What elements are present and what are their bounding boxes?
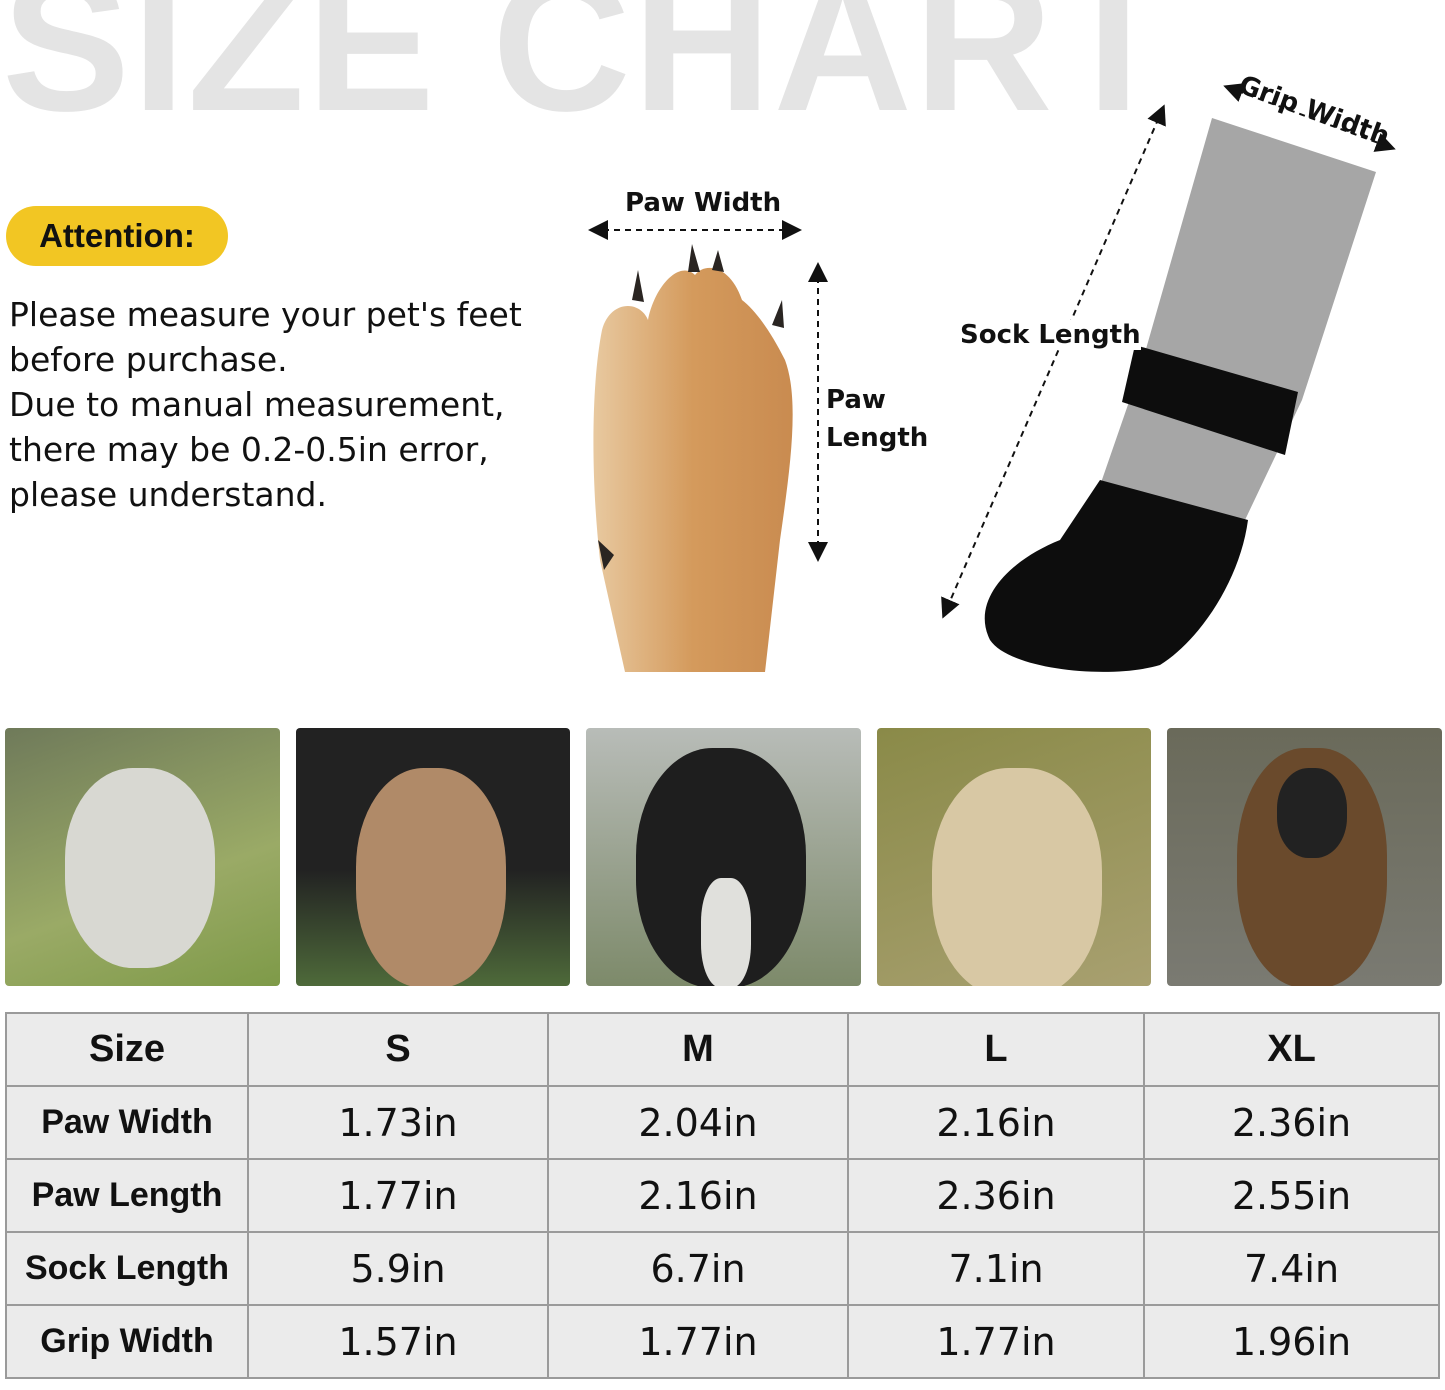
cell: 5.9in bbox=[247, 1231, 549, 1306]
note-line: Due to manual measurement, bbox=[9, 385, 505, 424]
dog-photo-westie bbox=[5, 728, 280, 986]
note-line: before purchase. bbox=[9, 340, 288, 379]
dog-photo-french-bulldog bbox=[295, 728, 571, 986]
dog-photo-golden-retriever bbox=[876, 728, 1152, 986]
sock-length-label: Sock Length bbox=[960, 320, 1141, 350]
dog-photo-border-collie bbox=[586, 728, 861, 986]
header-l: L bbox=[847, 1012, 1145, 1087]
cell: 7.1in bbox=[847, 1231, 1145, 1306]
note-line: please understand. bbox=[9, 475, 327, 514]
paw-image bbox=[593, 244, 793, 672]
dog-photo-german-shepherd bbox=[1167, 728, 1442, 986]
table-row: Grip Width 1.57in 1.77in 1.77in 1.96in bbox=[5, 1304, 1440, 1379]
note-line: there may be 0.2-0.5in error, bbox=[9, 430, 489, 469]
row-label: Sock Length bbox=[5, 1231, 249, 1306]
cell: 1.96in bbox=[1143, 1304, 1440, 1379]
size-table: Size S M L XL Paw Width 1.73in 2.04in 2.… bbox=[5, 1012, 1440, 1379]
cell: 2.36in bbox=[847, 1158, 1145, 1233]
cell: 2.16in bbox=[847, 1085, 1145, 1160]
cell: 7.4in bbox=[1143, 1231, 1440, 1306]
table-header-row: Size S M L XL bbox=[5, 1012, 1440, 1087]
cell: 1.73in bbox=[247, 1085, 549, 1160]
cell: 1.57in bbox=[247, 1304, 549, 1379]
note-line: Please measure your pet's feet bbox=[9, 295, 522, 334]
cell: 1.77in bbox=[847, 1304, 1145, 1379]
row-label: Paw Length bbox=[5, 1158, 249, 1233]
header-s: S bbox=[247, 1012, 549, 1087]
dog-photos bbox=[5, 728, 1442, 986]
attention-note: Please measure your pet's feet before pu… bbox=[9, 292, 522, 517]
cell: 2.16in bbox=[547, 1158, 849, 1233]
header-xl: XL bbox=[1143, 1012, 1440, 1087]
paw-width-label: Paw Width bbox=[625, 188, 782, 218]
row-label: Grip Width bbox=[5, 1304, 249, 1379]
table-row: Paw Length 1.77in 2.16in 2.36in 2.55in bbox=[5, 1158, 1440, 1233]
cell: 6.7in bbox=[547, 1231, 849, 1306]
paw-length-label-2: Length bbox=[826, 423, 929, 453]
grip-width-arrow bbox=[1223, 83, 1396, 152]
cell: 2.55in bbox=[1143, 1158, 1440, 1233]
cell: 2.04in bbox=[547, 1085, 849, 1160]
cell: 1.77in bbox=[547, 1304, 849, 1379]
paw-length-label-1: Paw bbox=[826, 385, 886, 415]
sock-image bbox=[984, 118, 1376, 672]
header-size: Size bbox=[5, 1012, 249, 1087]
table-row: Sock Length 5.9in 6.7in 7.1in 7.4in bbox=[5, 1231, 1440, 1306]
table-row: Paw Width 1.73in 2.04in 2.16in 2.36in bbox=[5, 1085, 1440, 1160]
measurement-diagram bbox=[588, 83, 1396, 672]
row-label: Paw Width bbox=[5, 1085, 249, 1160]
attention-badge: Attention: bbox=[6, 206, 228, 266]
cell: 2.36in bbox=[1143, 1085, 1440, 1160]
sock-length-arrow bbox=[941, 104, 1166, 619]
header-m: M bbox=[547, 1012, 849, 1087]
cell: 1.77in bbox=[247, 1158, 549, 1233]
